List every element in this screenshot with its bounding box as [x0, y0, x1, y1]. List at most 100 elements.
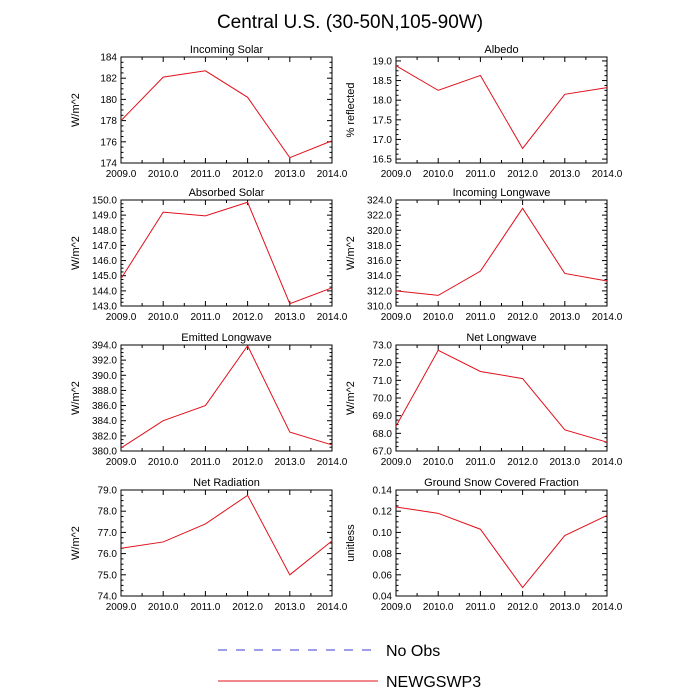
panel-5: Emitted Longwave W/m^2 2009.0 2010.0 2011.0 2…: [70, 332, 348, 468]
y-tick-label: 75.0: [98, 570, 118, 581]
x-tick-label: 2011.0: [190, 312, 220, 323]
y-tick-label: 78.0: [98, 507, 118, 518]
y-tick-label: 146.0: [92, 256, 117, 267]
series-line-newgswp3: [395, 349, 608, 443]
y-tick-label: 18.0: [373, 96, 393, 107]
panel-title: Incoming Solar: [190, 44, 264, 56]
x-tick-label: 2010.0: [148, 312, 179, 323]
x-tick-label: 2010.0: [148, 169, 179, 180]
x-tick-label: 2009.0: [381, 169, 412, 180]
series-line-newgswp3: [395, 506, 608, 589]
series-line-newgswp3: [395, 207, 608, 296]
x-tick-label: 2014.0: [592, 312, 623, 323]
y-axis-label: W/m^2: [70, 93, 82, 127]
y-tick-label: 18.5: [373, 76, 393, 87]
plot-frame: [395, 489, 608, 597]
x-tick-label: 2014.0: [592, 169, 623, 180]
y-tick-label: 148.0: [92, 226, 117, 237]
y-tick-label: 143.0: [92, 302, 117, 313]
panel-title: Net Longwave: [466, 332, 536, 344]
x-tick-label: 2013.0: [275, 457, 306, 468]
y-tick-label: 380.0: [92, 447, 117, 458]
legend: No Obs NEWGSWP3: [218, 643, 481, 691]
series-line-newgswp3: [120, 344, 333, 449]
y-tick-label: 324.0: [367, 196, 392, 207]
y-axis-label: W/m^2: [70, 526, 82, 560]
y-tick-label: 316.0: [367, 256, 392, 267]
y-tick-label: 150.0: [92, 196, 117, 207]
x-tick-label: 2012.0: [507, 312, 538, 323]
series-line-newgswp3: [120, 494, 333, 576]
x-tick-label: 2009.0: [381, 457, 412, 468]
x-tick-label: 2011.0: [465, 312, 495, 323]
x-tick-label: 2013.0: [550, 602, 581, 613]
y-tick-label: 176: [100, 137, 117, 148]
x-tick-label: 2014.0: [317, 602, 348, 613]
x-tick-label: 2012.0: [507, 457, 538, 468]
x-tick-label: 2009.0: [381, 312, 412, 323]
y-tick-label: 19.0: [373, 56, 393, 67]
y-tick-label: 182: [100, 74, 117, 85]
y-tick-label: 178: [100, 116, 117, 127]
x-tick-label: 2012.0: [232, 169, 263, 180]
x-tick-label: 2011.0: [190, 602, 220, 613]
panel-3: Absorbed Solar W/m^2 2009.0 2010.0 2011.0 201…: [70, 187, 348, 323]
x-tick-label: 2012.0: [232, 312, 263, 323]
plot-frame: [395, 344, 608, 452]
y-tick-label: 392.0: [92, 356, 117, 367]
x-tick-label: 2014.0: [317, 169, 348, 180]
x-tick-label: 2010.0: [423, 169, 454, 180]
x-tick-label: 2010.0: [423, 602, 454, 613]
y-tick-label: 312.0: [367, 286, 392, 297]
panel-title: Net Radiation: [193, 477, 260, 489]
y-tick-label: 384.0: [92, 416, 117, 427]
y-tick-label: 0.08: [373, 549, 393, 560]
plot-frame: [395, 199, 608, 307]
y-axis-label: W/m^2: [70, 381, 82, 415]
x-tick-label: 2012.0: [232, 457, 263, 468]
y-axis-label: W/m^2: [70, 236, 82, 270]
y-tick-label: 16.5: [373, 155, 393, 166]
plot-frame: [395, 56, 608, 164]
x-tick-label: 2012.0: [507, 602, 538, 613]
y-tick-label: 17.0: [373, 135, 393, 146]
x-tick-label: 2010.0: [148, 602, 179, 613]
y-tick-label: 386.0: [92, 401, 117, 412]
y-tick-label: 144.0: [92, 286, 117, 297]
x-tick-label: 2009.0: [106, 169, 137, 180]
panel-2: Albedo % reflected 2009.0 2010.0 2011.0 2012.…: [345, 44, 623, 180]
y-tick-label: 79.0: [98, 486, 118, 497]
panels-group: Incoming Solar W/m^2 2009.0 2010.0 2011.0 201…: [70, 44, 623, 613]
plot-frame: [120, 199, 333, 307]
y-tick-label: 71.0: [373, 376, 393, 387]
panel-title: Albedo: [484, 44, 518, 56]
y-tick-label: 76.0: [98, 549, 118, 560]
x-tick-label: 2011.0: [190, 457, 220, 468]
y-tick-label: 147.0: [92, 241, 117, 252]
y-tick-label: 67.0: [373, 447, 393, 458]
x-tick-label: 2013.0: [275, 312, 306, 323]
y-tick-label: 68.0: [373, 429, 393, 440]
x-tick-label: 2010.0: [423, 312, 454, 323]
y-tick-label: 74.0: [98, 592, 118, 603]
x-tick-label: 2013.0: [550, 169, 581, 180]
x-tick-label: 2012.0: [232, 602, 263, 613]
x-tick-label: 2009.0: [381, 602, 412, 613]
y-tick-label: 73.0: [373, 341, 393, 352]
x-tick-label: 2011.0: [190, 169, 220, 180]
panel-title: Emitted Longwave: [181, 332, 272, 344]
x-tick-label: 2014.0: [317, 312, 348, 323]
y-tick-label: 72.0: [373, 358, 393, 369]
plot-frame: [120, 56, 333, 164]
x-tick-label: 2013.0: [550, 312, 581, 323]
x-tick-label: 2009.0: [106, 312, 137, 323]
x-tick-label: 2014.0: [592, 457, 623, 468]
y-tick-label: 320.0: [367, 226, 392, 237]
y-tick-label: 69.0: [373, 411, 393, 422]
y-axis-label: W/m^2: [345, 381, 357, 415]
panel-title: Ground Snow Covered Fraction: [424, 477, 579, 489]
y-tick-label: 0.06: [373, 570, 393, 581]
panel-4: Incoming Longwave W/m^2 2009.0 2010.0 2011.0…: [345, 187, 623, 323]
y-tick-label: 0.12: [373, 507, 393, 518]
series-line-newgswp3: [395, 65, 608, 150]
